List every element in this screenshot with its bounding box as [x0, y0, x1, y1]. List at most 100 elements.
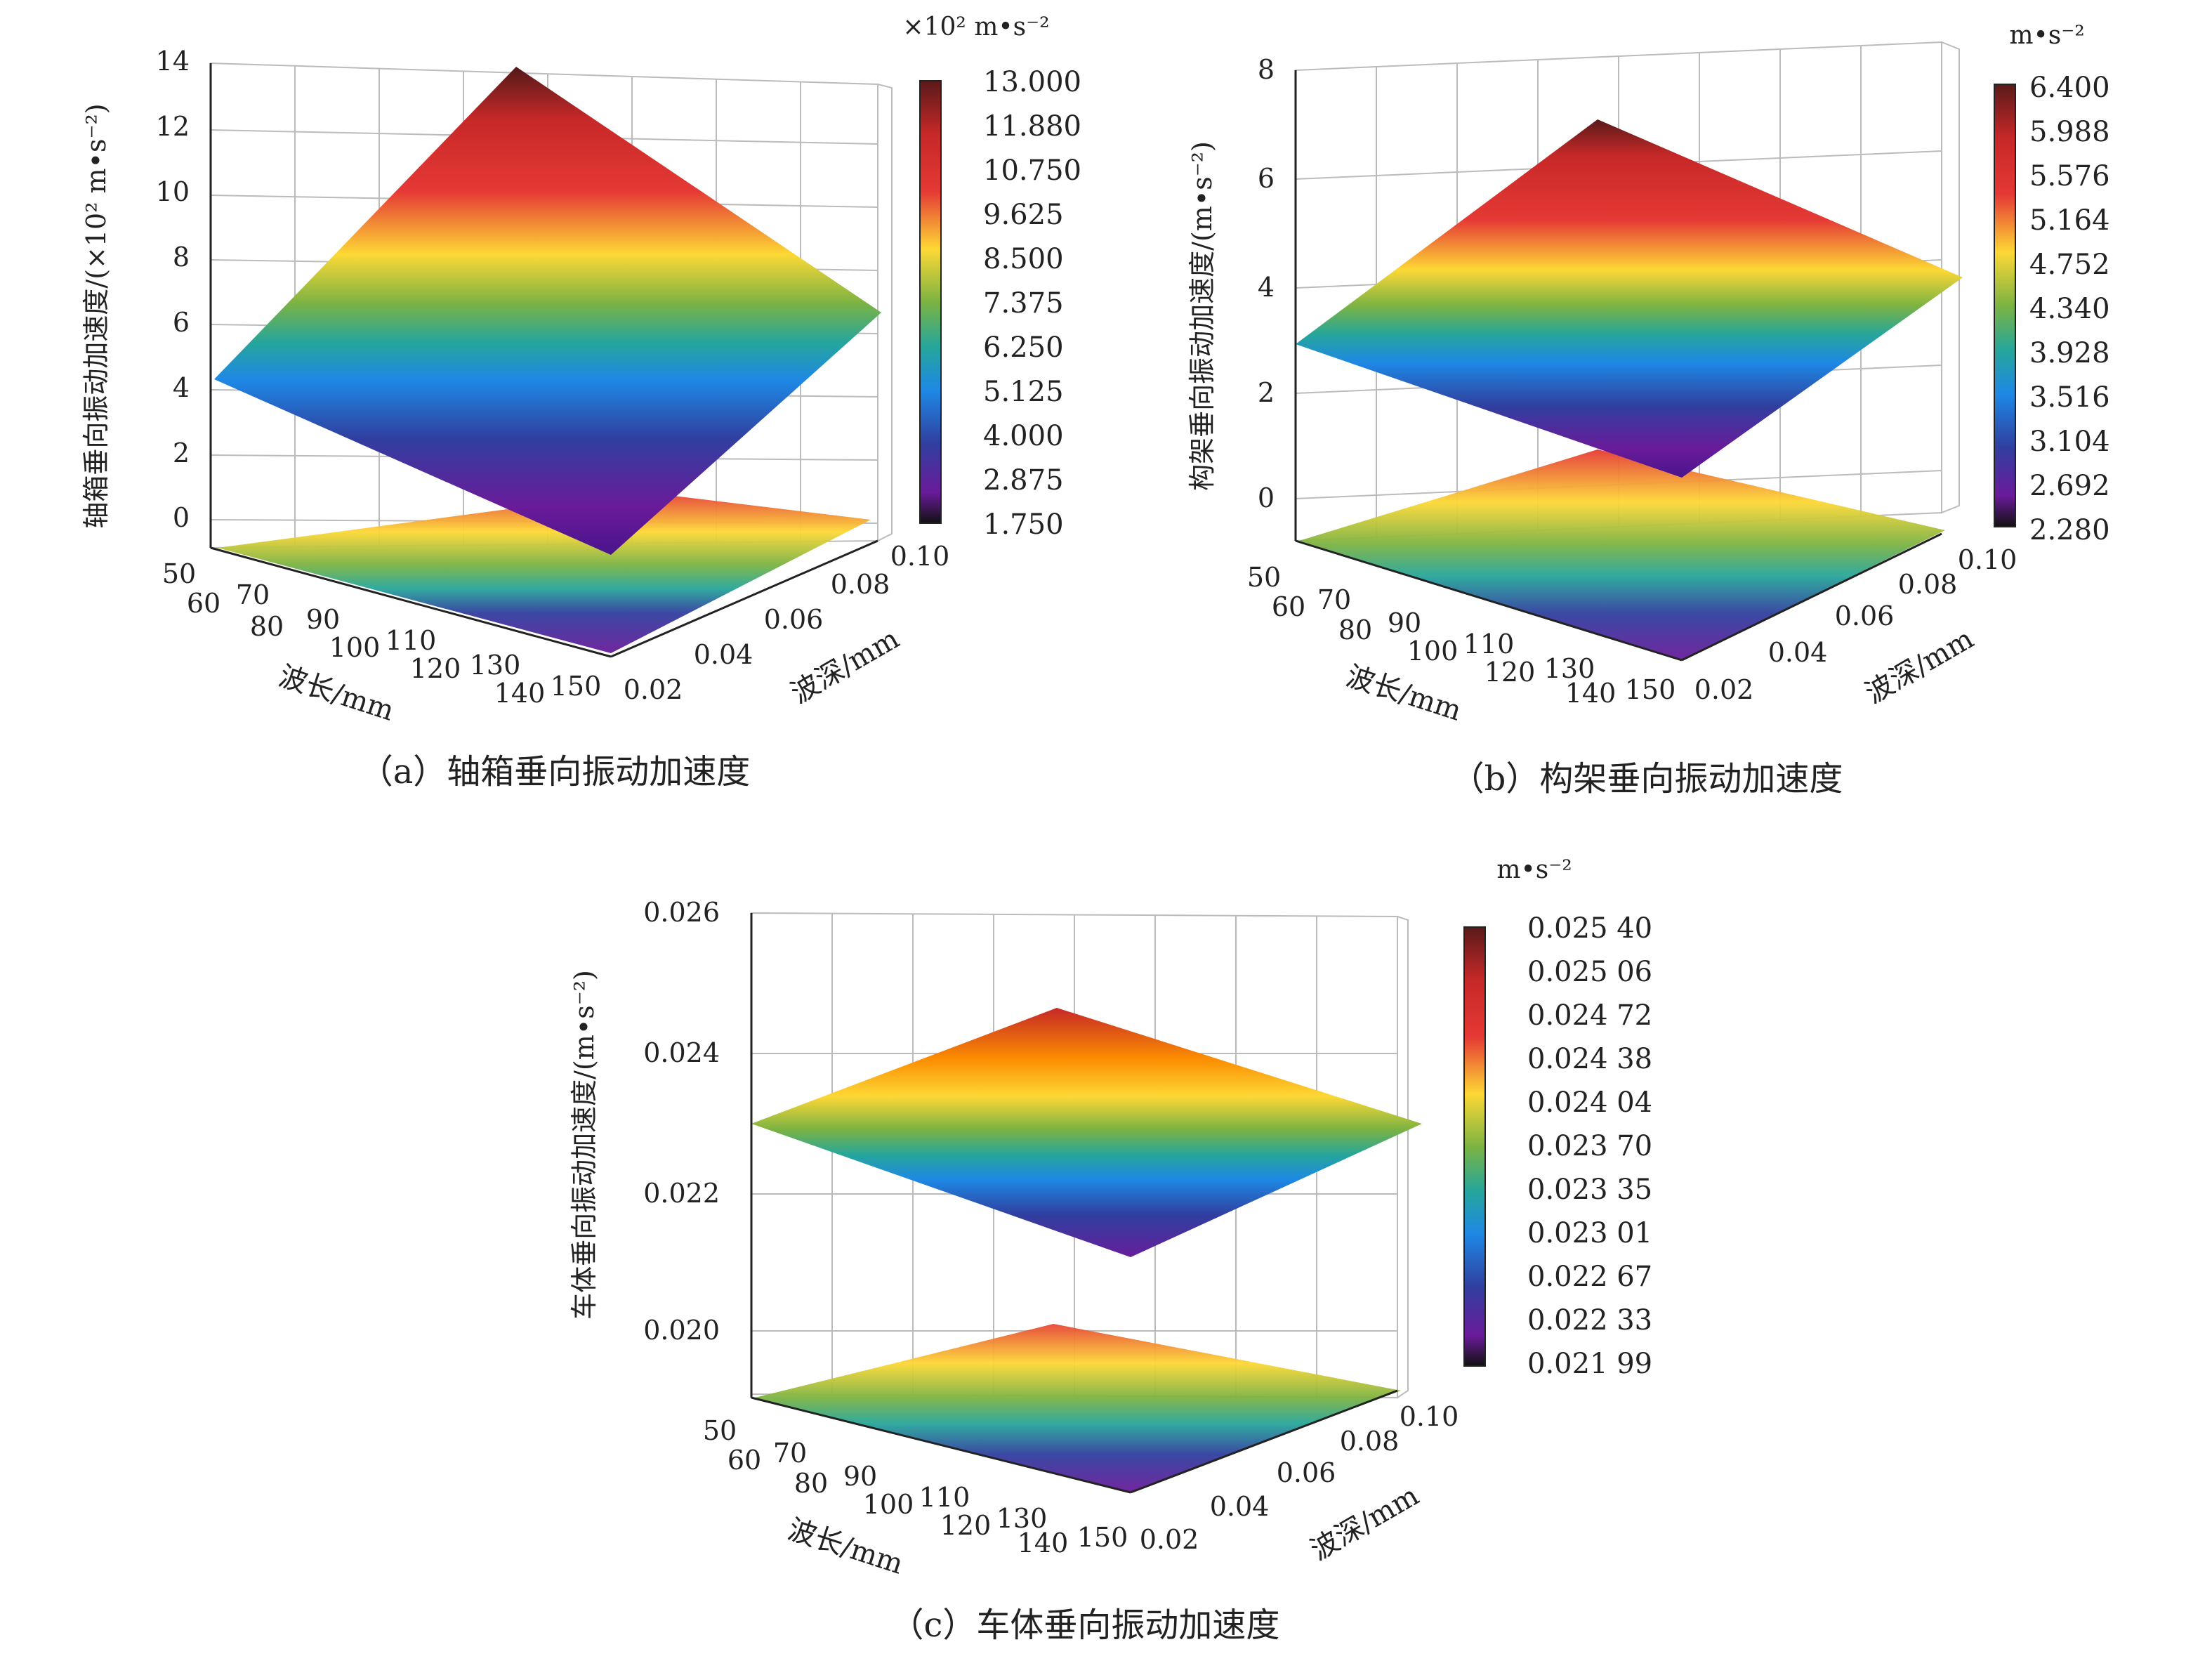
chart-c-cbar-tick: 0.021 99	[1527, 1348, 1652, 1380]
chart-a-cbar-tick: 8.500	[983, 243, 1064, 275]
chart-a-axes	[209, 63, 878, 658]
chart-b-colorbar-ticks: 6.400 5.988 5.576 5.164 4.752 4.340 3.92…	[2029, 72, 2110, 546]
chart-a-ytick: 0.06	[764, 604, 824, 635]
chart-c-cbar-tick: 0.023 35	[1527, 1174, 1652, 1206]
chart-c-yticks: 0.02 0.04 0.06 0.08 0.10	[1140, 1401, 1459, 1555]
chart-b-cbar-tick: 3.104	[2029, 426, 2110, 458]
chart-b-cbar-tick: 3.516	[2029, 381, 2110, 414]
chart-b-xtick: 150	[1625, 674, 1676, 705]
chart-c-axes	[750, 913, 1398, 1494]
chart-b-cbar-tick: 4.340	[2029, 293, 2110, 325]
chart-b-cbar-tick: 6.400	[2029, 72, 2110, 104]
chart-a-cbar-tick: 13.000	[983, 66, 1081, 98]
chart-a-ztick: 2	[173, 438, 190, 468]
chart-c-cbar-tick: 0.024 72	[1527, 999, 1652, 1032]
chart-b-xtick: 80	[1338, 615, 1372, 645]
chart-c-surface	[751, 1008, 1422, 1257]
chart-c-xtick: 80	[794, 1468, 828, 1499]
chart-b-colorbar-unit: m•s⁻²	[2009, 21, 2084, 50]
chart-a-cbar-tick: 5.125	[983, 376, 1064, 408]
chart-b-cbar-tick: 2.280	[2029, 514, 2110, 546]
chart-b-ztick: 8	[1258, 54, 1275, 85]
chart-c-xtick: 90	[843, 1461, 877, 1492]
chart-b-cbar-tick: 5.164	[2029, 204, 2110, 237]
chart-a-cbar-tick: 1.750	[983, 508, 1064, 541]
chart-c-svg: 0.026 0.024 0.022 0.020 车体垂向振动加速度/(m•s⁻²…	[569, 855, 1652, 1645]
chart-a-xtick: 60	[187, 588, 220, 619]
chart-b-ytick: 0.10	[1958, 544, 2017, 575]
chart-c-cbar-tick: 0.024 38	[1527, 1043, 1652, 1075]
chart-a-xtick: 130	[470, 650, 521, 681]
chart-a-xtick: 150	[551, 671, 602, 702]
chart-a-cbar-tick: 2.875	[983, 464, 1064, 497]
chart-b-caption: （b）构架垂向振动加速度	[1451, 759, 1843, 799]
chart-a-ztick: 6	[173, 307, 190, 338]
chart-a-ztick: 14	[156, 46, 190, 77]
chart-a-xticks: 50 60 70 80 90 100 110 120 130 140 150	[162, 558, 601, 709]
chart-b-xtick: 100	[1407, 636, 1459, 667]
chart-a-ztick: 8	[173, 242, 190, 273]
chart-b-xticks: 50 60 70 80 90 100 110 120 130 140 150	[1247, 562, 1676, 709]
chart-c-xtick: 70	[773, 1438, 807, 1469]
chart-a-yticks: 0.02 0.04 0.06 0.08 0.10	[624, 541, 950, 705]
chart-c-ytick: 0.02	[1140, 1524, 1199, 1555]
chart-c-ytick: 0.06	[1277, 1457, 1336, 1488]
chart-b-ztick: 4	[1258, 272, 1275, 303]
chart-c-cbar-tick: 0.025 06	[1527, 956, 1652, 988]
chart-c-xtick: 150	[1077, 1522, 1128, 1553]
chart-c-cbar-tick: 0.022 33	[1527, 1304, 1652, 1337]
chart-a-cbar-tick: 9.625	[983, 199, 1064, 231]
chart-c-xticks: 50 60 70 80 90 100 110 120 130 140 150	[703, 1415, 1128, 1558]
chart-c-cbar-tick: 0.023 70	[1527, 1130, 1652, 1162]
chart-a-xtick: 140	[494, 678, 546, 709]
chart-a-cbar-tick: 11.880	[983, 110, 1081, 143]
chart-b-zticks: 8 6 4 2 0	[1258, 54, 1275, 513]
chart-a-caption: （a）轴箱垂向振动加速度	[360, 752, 751, 792]
chart-a-xtick: 80	[250, 611, 284, 642]
chart-a-ylabel: 波深/mm	[786, 622, 905, 710]
chart-c-ztick: 0.020	[643, 1315, 720, 1346]
chart-b-axes	[1294, 70, 1942, 662]
chart-a-cbar-tick: 10.750	[983, 155, 1081, 187]
chart-a-cbar-tick: 4.000	[983, 420, 1064, 452]
chart-b-ztick: 6	[1258, 163, 1275, 194]
chart-a-zlabel: 轴箱垂向振动加速度/(×10² m•s⁻²)	[81, 103, 112, 528]
chart-c-cbar-tick: 0.024 04	[1527, 1086, 1652, 1119]
chart-c-ytick: 0.04	[1210, 1491, 1270, 1522]
chart-b-cbar-tick: 4.752	[2029, 249, 2110, 281]
chart-b-xtick: 120	[1484, 657, 1536, 688]
chart-b-zlabel: 构架垂向振动加速度/(m•s⁻²)	[1187, 141, 1218, 491]
chart-c-zlabel: 车体垂向振动加速度/(m•s⁻²)	[569, 970, 600, 1320]
chart-a-colorbar-unit: ×10² m•s⁻²	[902, 13, 1049, 41]
chart-a-ytick: 0.10	[890, 541, 950, 572]
chart-b-xtick: 110	[1463, 629, 1515, 659]
chart-c-ytick: 0.08	[1340, 1426, 1400, 1457]
chart-b-xtick: 140	[1565, 678, 1617, 709]
chart-a-zticks: 14 12 10 8 6 4 2 0	[156, 46, 190, 533]
chart-c-ylabel: 波深/mm	[1305, 1479, 1425, 1567]
chart-a-colorbar	[919, 80, 942, 524]
chart-b-ylabel: 波深/mm	[1860, 622, 1980, 710]
chart-b-xtick: 70	[1317, 584, 1351, 615]
chart-c-ztick: 0.022	[643, 1178, 720, 1209]
chart-a-ytick: 0.02	[624, 674, 683, 705]
chart-a-ytick: 0.04	[694, 639, 753, 670]
chart-c-xtick: 50	[703, 1415, 737, 1446]
chart-a-colorbar-ticks: 13.000 11.880 10.750 9.625 8.500 7.375 6…	[983, 66, 1081, 541]
chart-c-cbar-tick: 0.022 67	[1527, 1261, 1652, 1293]
chart-b-ytick: 0.06	[1835, 600, 1895, 631]
chart-a-cbar-tick: 6.250	[983, 331, 1064, 364]
chart-a-cbar-tick: 7.375	[983, 287, 1064, 320]
chart-a-xtick: 50	[162, 558, 196, 589]
chart-c-zticks: 0.026 0.024 0.022 0.020	[643, 897, 720, 1346]
chart-b-xlabel: 波长/mm	[1342, 660, 1465, 728]
chart-panel-b: 8 6 4 2 0 构架垂向振动加速度/(m•s⁻²) 50 60 70 80 …	[1106, 0, 2212, 829]
chart-a-surface	[214, 67, 881, 555]
chart-a-xtick: 100	[329, 632, 381, 663]
chart-b-ytick: 0.04	[1768, 637, 1828, 668]
chart-c-cbar-tick: 0.025 40	[1527, 912, 1652, 945]
chart-c-ztick: 0.024	[643, 1037, 720, 1068]
chart-b-svg: 8 6 4 2 0 构架垂向振动加速度/(m•s⁻²) 50 60 70 80 …	[1187, 21, 2110, 799]
chart-panel-a: 14 12 10 8 6 4 2 0 轴箱垂向振动加速度/(×10² m•s⁻²…	[0, 0, 1106, 829]
chart-a-ztick: 12	[156, 111, 190, 142]
